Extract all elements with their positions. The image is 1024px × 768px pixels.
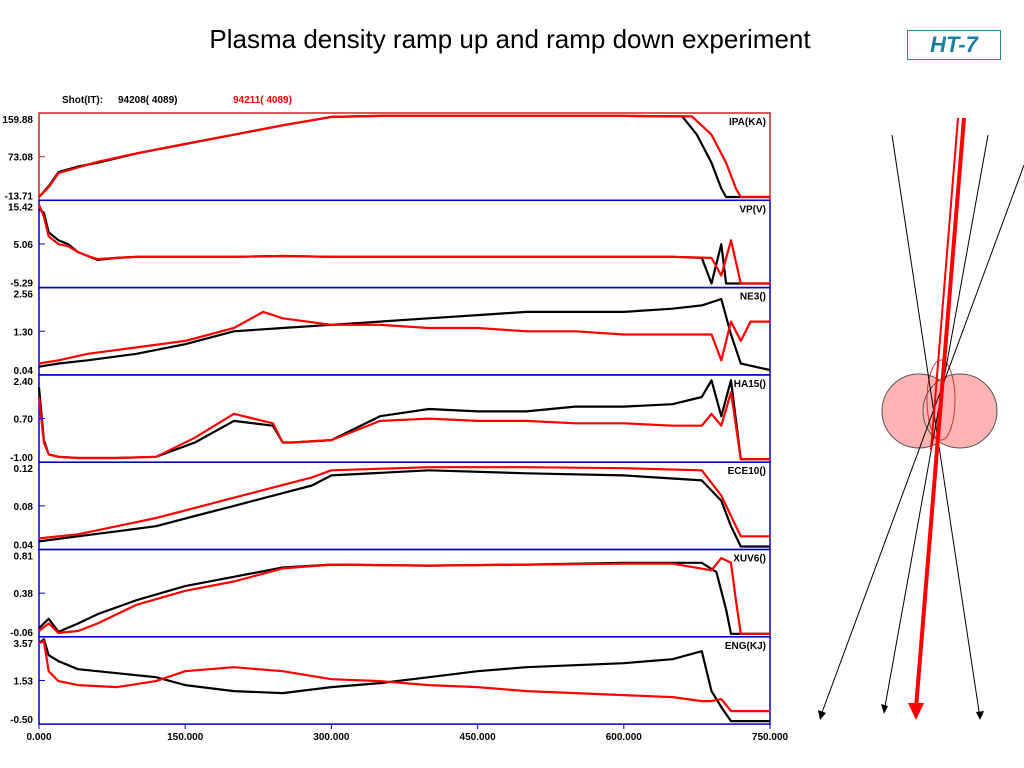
x-axis: 0.000 150.000 300.000 450.000 600.000 750.000 — [26, 724, 789, 743]
beam-diagram — [818, 117, 1024, 720]
panels-group: IPA(KA) 159.88 73.08 -13.71 VP(V) 15.42 5.06 -5… — [2, 112, 771, 726]
y-tick-label: 2.56 — [14, 290, 34, 301]
shot-b-label: 94211( 4089) — [233, 95, 292, 106]
panel-frame-1 — [38, 112, 771, 202]
panel-5-series-1 — [38, 469, 770, 548]
arrow-head-1 — [818, 710, 826, 720]
panel-1-series-2 — [38, 114, 770, 199]
panel-4-series-2 — [37, 391, 770, 461]
panel-label: NE3() — [740, 292, 766, 303]
panel-2-series-1 — [38, 208, 770, 285]
y-tick-label: 0.12 — [14, 464, 34, 475]
y-tick-label: 0.04 — [14, 366, 34, 377]
y-tick-label: 5.06 — [14, 240, 34, 251]
ht7-logo: HT-7 — [907, 30, 1001, 60]
y-tick-label: 0.08 — [14, 502, 34, 513]
panel-frame-3 — [38, 286, 771, 376]
plasma-core — [926, 359, 956, 441]
panel-3-series-2 — [38, 310, 770, 365]
panel-label: ECE10() — [728, 466, 766, 477]
panel-7-series-2 — [38, 640, 770, 713]
y-tick-label: 1.53 — [14, 676, 34, 687]
x-tick-label: 600.000 — [606, 732, 643, 743]
y-tick-label: 0.04 — [14, 541, 34, 552]
y-tick-label: -0.50 — [10, 715, 33, 726]
chord-line-3 — [819, 164, 1024, 719]
panel-label: XUV6() — [733, 554, 766, 565]
x-tick-label: 750.000 — [752, 732, 789, 743]
shot-label: Shot(IT): — [62, 95, 103, 106]
y-tick-label: 15.42 — [8, 202, 33, 213]
laser-beam-thin — [930, 117, 959, 451]
y-tick-label: 1.30 — [14, 327, 34, 338]
panel-6-series-2 — [38, 556, 770, 635]
panel-label: HA15() — [734, 379, 766, 390]
panel-3-series-1 — [38, 297, 771, 372]
panel-6-series-1 — [38, 561, 770, 635]
y-tick-label: 3.57 — [14, 639, 34, 650]
chord-line-2 — [883, 134, 989, 713]
panel-label: IPA(KA) — [729, 117, 766, 128]
panel-7-series-1 — [38, 638, 770, 723]
panel-frame-4 — [38, 374, 771, 463]
panel-1-series-1 — [38, 114, 770, 199]
laser-arrow-head — [908, 703, 924, 720]
panel-label: VP(V) — [739, 204, 766, 215]
y-tick-label: 159.88 — [2, 115, 33, 126]
x-tick-label: 150.000 — [167, 732, 204, 743]
shot-a-label: 94208( 4089) — [118, 95, 178, 106]
panel-5-series-2 — [38, 466, 770, 540]
panel-label: ENG(KJ) — [725, 641, 766, 652]
y-tick-label: -1.00 — [10, 453, 33, 464]
x-tick-label: 450.000 — [460, 732, 497, 743]
y-tick-label: -13.71 — [5, 191, 34, 202]
y-tick-label: 73.08 — [8, 153, 33, 164]
panel-frame-5 — [38, 461, 771, 551]
y-tick-label: 0.38 — [14, 589, 34, 600]
panel-2-series-2 — [37, 204, 770, 285]
x-tick-label: 300.000 — [313, 732, 350, 743]
slide-title: Plasma density ramp up and ramp down exp… — [209, 24, 811, 54]
y-tick-label: 0.70 — [14, 415, 34, 426]
laser-beam — [914, 117, 966, 709]
chord-line-1 — [891, 134, 981, 719]
arrow-head-3 — [976, 711, 984, 720]
y-tick-label: 2.40 — [14, 377, 34, 388]
y-tick-label: 0.81 — [14, 552, 34, 563]
y-tick-label: -0.06 — [10, 628, 33, 639]
panel-frame-2 — [38, 199, 771, 289]
x-tick-label: 0.000 — [26, 732, 51, 743]
y-tick-label: -5.29 — [10, 279, 33, 290]
arrow-head-2 — [881, 704, 888, 714]
